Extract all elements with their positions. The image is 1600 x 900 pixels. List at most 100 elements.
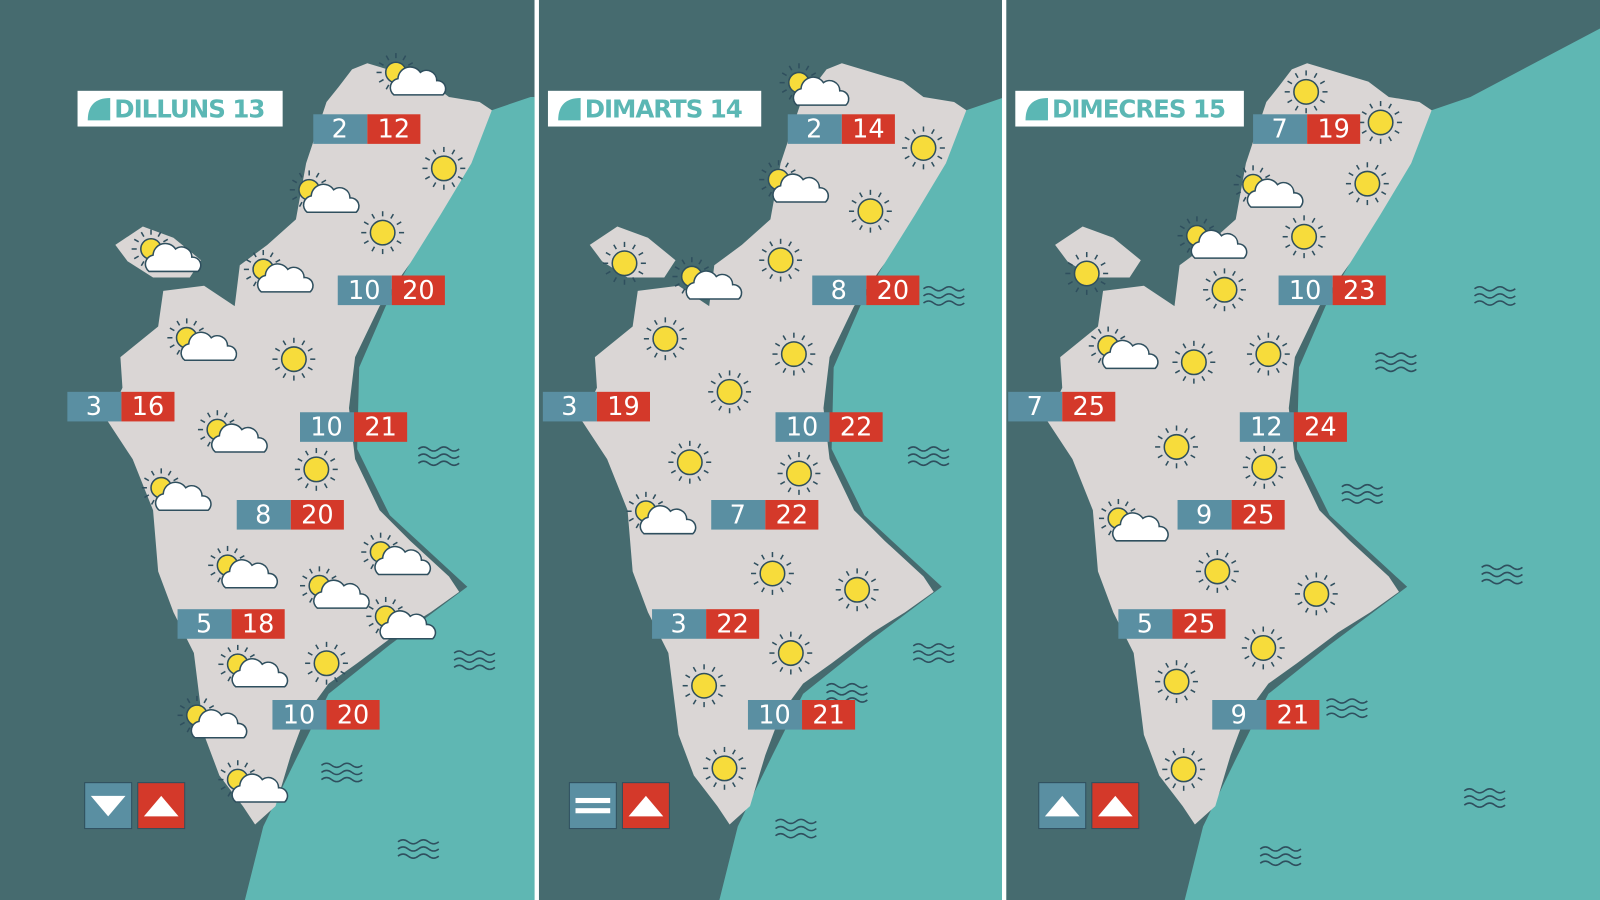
cloud-icon [626,491,697,535]
min-box [1177,500,1232,530]
wave [1375,359,1417,366]
wave [1341,491,1384,497]
max-temperature: 12 [378,115,410,145]
min-box [1118,609,1173,639]
sun-icon [1345,162,1389,206]
sun-icon [772,332,816,376]
cloud-icon [141,468,212,511]
cloud-icon [131,229,202,273]
max-box [121,391,175,422]
max-box [1332,275,1386,306]
min-box [711,500,766,530]
sun-icon [1172,340,1216,384]
max-temperature: 22 [840,413,872,443]
min-box [177,609,232,639]
max-box [866,275,920,306]
title-box [77,90,283,127]
wave [1474,300,1516,306]
wave [775,825,817,832]
min-temperature: 10 [310,413,342,443]
sun-icon [1241,626,1285,670]
min-temperature: 7 [730,500,746,530]
wave [922,285,965,292]
min-box [313,114,368,144]
min-box [1278,275,1333,306]
min-temperature: 9 [1196,500,1212,530]
min-box [542,391,597,422]
max-box [290,500,344,530]
panel-title: DILLUNS 13 [114,95,264,124]
wave [1463,802,1506,808]
min-temperature: 7 [1027,392,1043,422]
wave [320,769,363,776]
max-temperature: 25 [1073,392,1105,422]
sun-icon [1242,445,1286,489]
wave [1481,571,1523,578]
panel: DILLUNS 13 2 12 10 20 3 16 10 21 8 20 5 18 10 20 [0,0,535,900]
wave [1481,564,1523,571]
max-temperature: 20 [337,700,369,730]
sun-icon [1294,572,1338,616]
max-temperature: 19 [1317,115,1349,145]
cloud-icon [218,760,289,803]
max-box [354,412,408,442]
min-temperature: 8 [255,500,271,530]
max-temperature: 21 [812,700,844,730]
title-icon [558,97,581,121]
max-temperature: 22 [716,609,748,639]
wave [1259,846,1302,852]
region [1055,226,1141,278]
cloud-icon [361,532,432,576]
wave [1375,352,1417,358]
sun-icon [708,370,752,414]
max-temperature: 21 [1277,700,1309,730]
cloud-icon [300,566,370,609]
max-temperature: 23 [1343,276,1375,306]
max-box [1172,609,1226,639]
trend-equal [575,797,611,804]
wave [1474,293,1516,299]
cloud-icon [197,410,268,453]
wave [1326,698,1368,704]
sun-icon [1155,425,1198,469]
max-temperature: 25 [1242,500,1274,530]
wave [775,818,817,825]
wave [1474,285,1516,292]
min-box [272,700,327,730]
min-box [67,391,122,422]
sun-icon [759,238,803,282]
cloud-icon [208,545,279,589]
wave [775,832,817,839]
min-box [747,700,803,730]
min-temperature: 3 [561,392,577,422]
title-icon [1025,97,1048,121]
min-box [1212,700,1267,730]
trend-up [1097,795,1133,817]
max-temperature: 20 [877,276,909,306]
panel-title: DIMECRES 15 [1052,95,1225,124]
max-box [1266,700,1320,730]
sea [719,97,1003,900]
sun-icon [769,631,813,675]
sun-icon [703,746,746,790]
min-temperature: 10 [758,700,790,730]
min-temperature: 10 [786,413,818,443]
cloud-icon [1088,326,1159,370]
sun-icon [643,317,687,361]
wave [1326,712,1368,719]
max-box [1062,391,1116,422]
max-box [829,412,883,442]
wave [397,846,440,852]
cloud-icon [779,63,850,106]
wave [907,453,950,459]
wave [397,839,440,845]
max-box [1293,412,1347,442]
sun-icon [668,440,712,484]
cloud-icon [218,644,289,688]
min-temperature: 12 [1250,413,1282,443]
cloud-icon [1098,498,1169,542]
min-box [236,500,291,530]
wave [826,682,868,689]
